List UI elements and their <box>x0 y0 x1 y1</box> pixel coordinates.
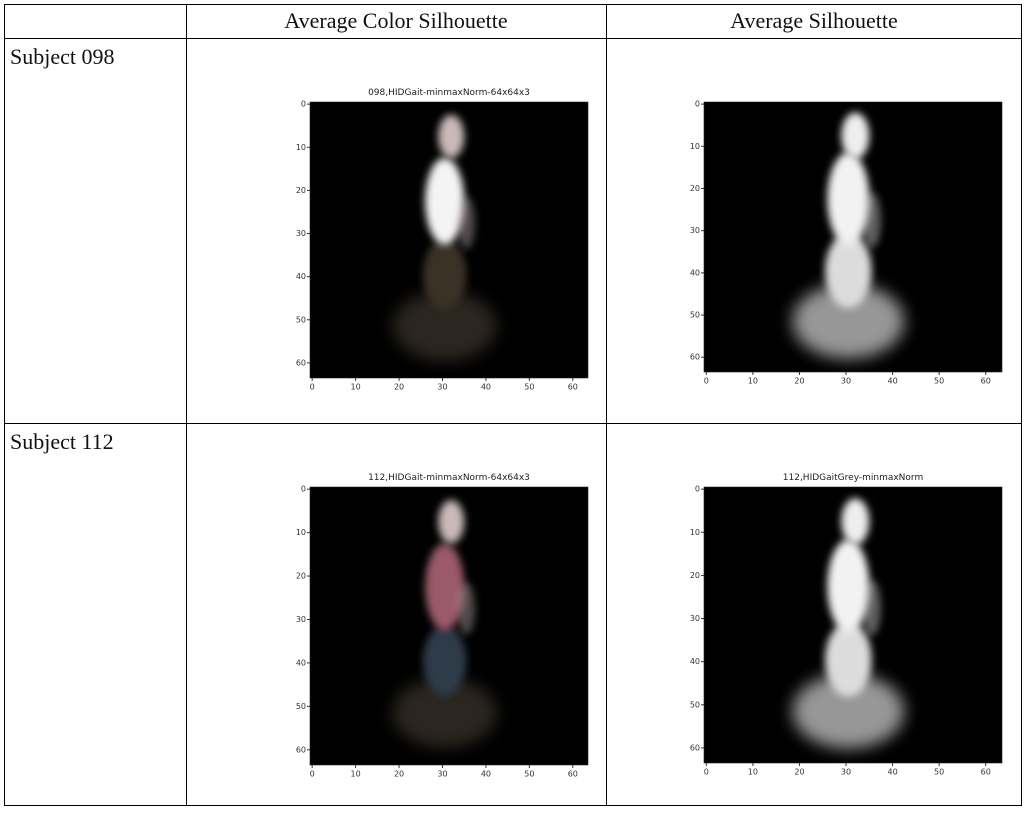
silhouette-torso <box>425 157 465 245</box>
x-tick-label: 40 <box>481 383 491 392</box>
y-tick-label: 30 <box>690 226 700 235</box>
x-tick-label: 50 <box>934 768 944 777</box>
y-tick-label: 10 <box>690 142 700 151</box>
row-label: Subject 098 <box>10 44 115 69</box>
y-tick-label: 0 <box>301 100 306 109</box>
x-tick-label: 60 <box>568 770 578 779</box>
y-tick-label: 40 <box>296 658 306 667</box>
y-tick-label: 50 <box>296 702 306 711</box>
y-tick-label: 60 <box>296 358 306 367</box>
x-tick-label: 20 <box>794 377 804 386</box>
silhouette-head <box>438 500 465 544</box>
y-tick-label: 40 <box>296 272 306 281</box>
silhouette-legs <box>792 284 905 359</box>
y-tick-label: 0 <box>695 100 700 109</box>
silhouette-arm <box>457 582 476 635</box>
x-tick-label: 60 <box>981 377 991 386</box>
x-tick-label: 0 <box>310 383 315 392</box>
silhouette-legs <box>392 291 497 361</box>
y-tick-label: 40 <box>690 268 700 277</box>
x-tick-label: 10 <box>351 770 361 779</box>
x-tick-label: 40 <box>481 770 491 779</box>
y-tick-label: 10 <box>296 528 306 537</box>
plot-title: 112,HIDGait-minmaxNorm-64x64x3 <box>368 473 530 483</box>
x-tick-label: 30 <box>841 377 851 386</box>
y-tick-label: 0 <box>301 485 306 494</box>
x-tick-label: 20 <box>794 768 804 777</box>
y-tick-label: 30 <box>690 614 700 623</box>
y-tick-label: 10 <box>296 143 306 152</box>
x-tick-label: 40 <box>887 768 897 777</box>
y-tick-label: 20 <box>296 186 306 195</box>
y-tick-label: 60 <box>690 353 700 362</box>
y-tick-label: 20 <box>690 184 700 193</box>
x-tick-label: 20 <box>394 770 404 779</box>
y-tick-label: 60 <box>296 745 306 754</box>
silhouette-arm <box>862 192 881 249</box>
silhouette-torso <box>425 543 465 631</box>
x-tick-label: 50 <box>524 383 534 392</box>
silhouette-arm <box>862 579 881 636</box>
row-label: Subject 112 <box>10 429 114 454</box>
x-tick-label: 30 <box>841 768 851 777</box>
silhouette-head <box>438 114 465 159</box>
silhouette-hips <box>825 233 872 308</box>
y-tick-label: 30 <box>296 615 306 624</box>
silhouette-hips <box>422 626 467 696</box>
plot: 112,HIDGaitGrey-minmaxNorm 0 0 10 10 20 20 30 30… <box>690 473 1003 777</box>
column-header: Average Silhouette <box>730 8 898 33</box>
plot-title: 112,HIDGaitGrey-minmaxNorm <box>783 473 923 483</box>
x-tick-label: 30 <box>437 770 447 779</box>
y-tick-label: 10 <box>690 528 700 537</box>
x-tick-label: 10 <box>748 377 758 386</box>
x-tick-label: 60 <box>981 768 991 777</box>
x-tick-label: 40 <box>887 377 897 386</box>
x-tick-label: 50 <box>524 770 534 779</box>
x-tick-label: 30 <box>437 383 447 392</box>
silhouette-legs <box>792 674 905 749</box>
x-tick-label: 10 <box>748 768 758 777</box>
x-tick-label: 60 <box>568 383 578 392</box>
silhouette-legs <box>392 678 497 748</box>
y-tick-label: 50 <box>690 700 700 709</box>
plot: 0 0 10 10 20 20 30 30 40 40 50 50 60 60 <box>690 100 1003 386</box>
silhouette-hips <box>422 239 467 310</box>
x-tick-label: 0 <box>704 768 709 777</box>
x-tick-label: 50 <box>934 377 944 386</box>
x-tick-label: 10 <box>351 383 361 392</box>
x-tick-label: 0 <box>704 377 709 386</box>
silhouette-torso <box>827 539 870 633</box>
y-tick-label: 50 <box>690 311 700 320</box>
y-tick-label: 50 <box>296 315 306 324</box>
silhouette-head <box>841 498 870 545</box>
silhouette-arm <box>457 196 476 249</box>
y-tick-label: 40 <box>690 657 700 666</box>
x-tick-label: 20 <box>394 383 404 392</box>
plot: 112,HIDGait-minmaxNorm-64x64x3 0 0 10 10 20 20… <box>296 473 589 779</box>
silhouette-torso <box>827 152 870 246</box>
y-tick-label: 20 <box>690 571 700 580</box>
silhouette-head <box>841 112 870 160</box>
plot-title: 098,HIDGait-minmaxNorm-64x64x3 <box>368 88 530 98</box>
y-tick-label: 60 <box>690 743 700 752</box>
column-header: Average Color Silhouette <box>284 8 507 33</box>
y-tick-label: 30 <box>296 229 306 238</box>
silhouette-hips <box>825 622 872 697</box>
x-tick-label: 0 <box>310 770 315 779</box>
table-border <box>4 4 1022 806</box>
y-tick-label: 20 <box>296 572 306 581</box>
y-tick-label: 0 <box>695 485 700 494</box>
plot: 098,HIDGait-minmaxNorm-64x64x3 0 0 10 10 20 20… <box>296 88 589 392</box>
